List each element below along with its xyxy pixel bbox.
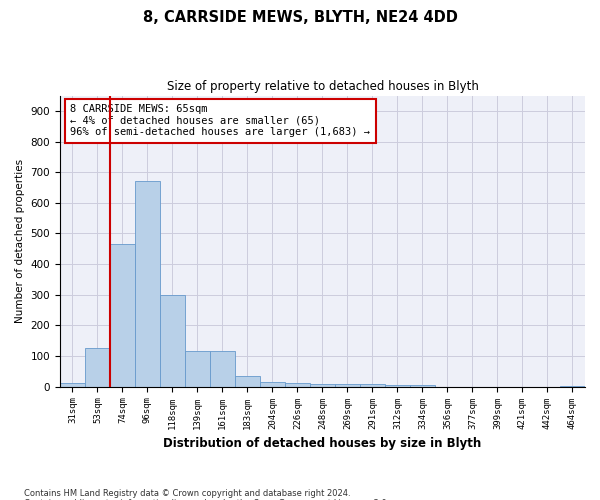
X-axis label: Distribution of detached houses by size in Blyth: Distribution of detached houses by size …: [163, 437, 482, 450]
Bar: [260, 382, 285, 386]
Text: Contains HM Land Registry data © Crown copyright and database right 2024.: Contains HM Land Registry data © Crown c…: [24, 488, 350, 498]
Bar: [335, 384, 360, 386]
Bar: [210, 350, 235, 386]
Text: Contains public sector information licensed under the Open Government Licence v3: Contains public sector information licen…: [24, 498, 389, 500]
Bar: [360, 384, 385, 386]
Bar: [385, 385, 410, 386]
Text: 8, CARRSIDE MEWS, BLYTH, NE24 4DD: 8, CARRSIDE MEWS, BLYTH, NE24 4DD: [143, 10, 457, 25]
Bar: [135, 182, 160, 386]
Y-axis label: Number of detached properties: Number of detached properties: [15, 159, 25, 323]
Bar: [110, 244, 135, 386]
Bar: [285, 383, 310, 386]
Bar: [160, 295, 185, 386]
Bar: [85, 348, 110, 387]
Bar: [60, 383, 85, 386]
Text: 8 CARRSIDE MEWS: 65sqm
← 4% of detached houses are smaller (65)
96% of semi-deta: 8 CARRSIDE MEWS: 65sqm ← 4% of detached …: [70, 104, 370, 138]
Bar: [185, 350, 210, 386]
Bar: [310, 384, 335, 386]
Bar: [410, 385, 435, 386]
Bar: [235, 376, 260, 386]
Title: Size of property relative to detached houses in Blyth: Size of property relative to detached ho…: [167, 80, 478, 93]
